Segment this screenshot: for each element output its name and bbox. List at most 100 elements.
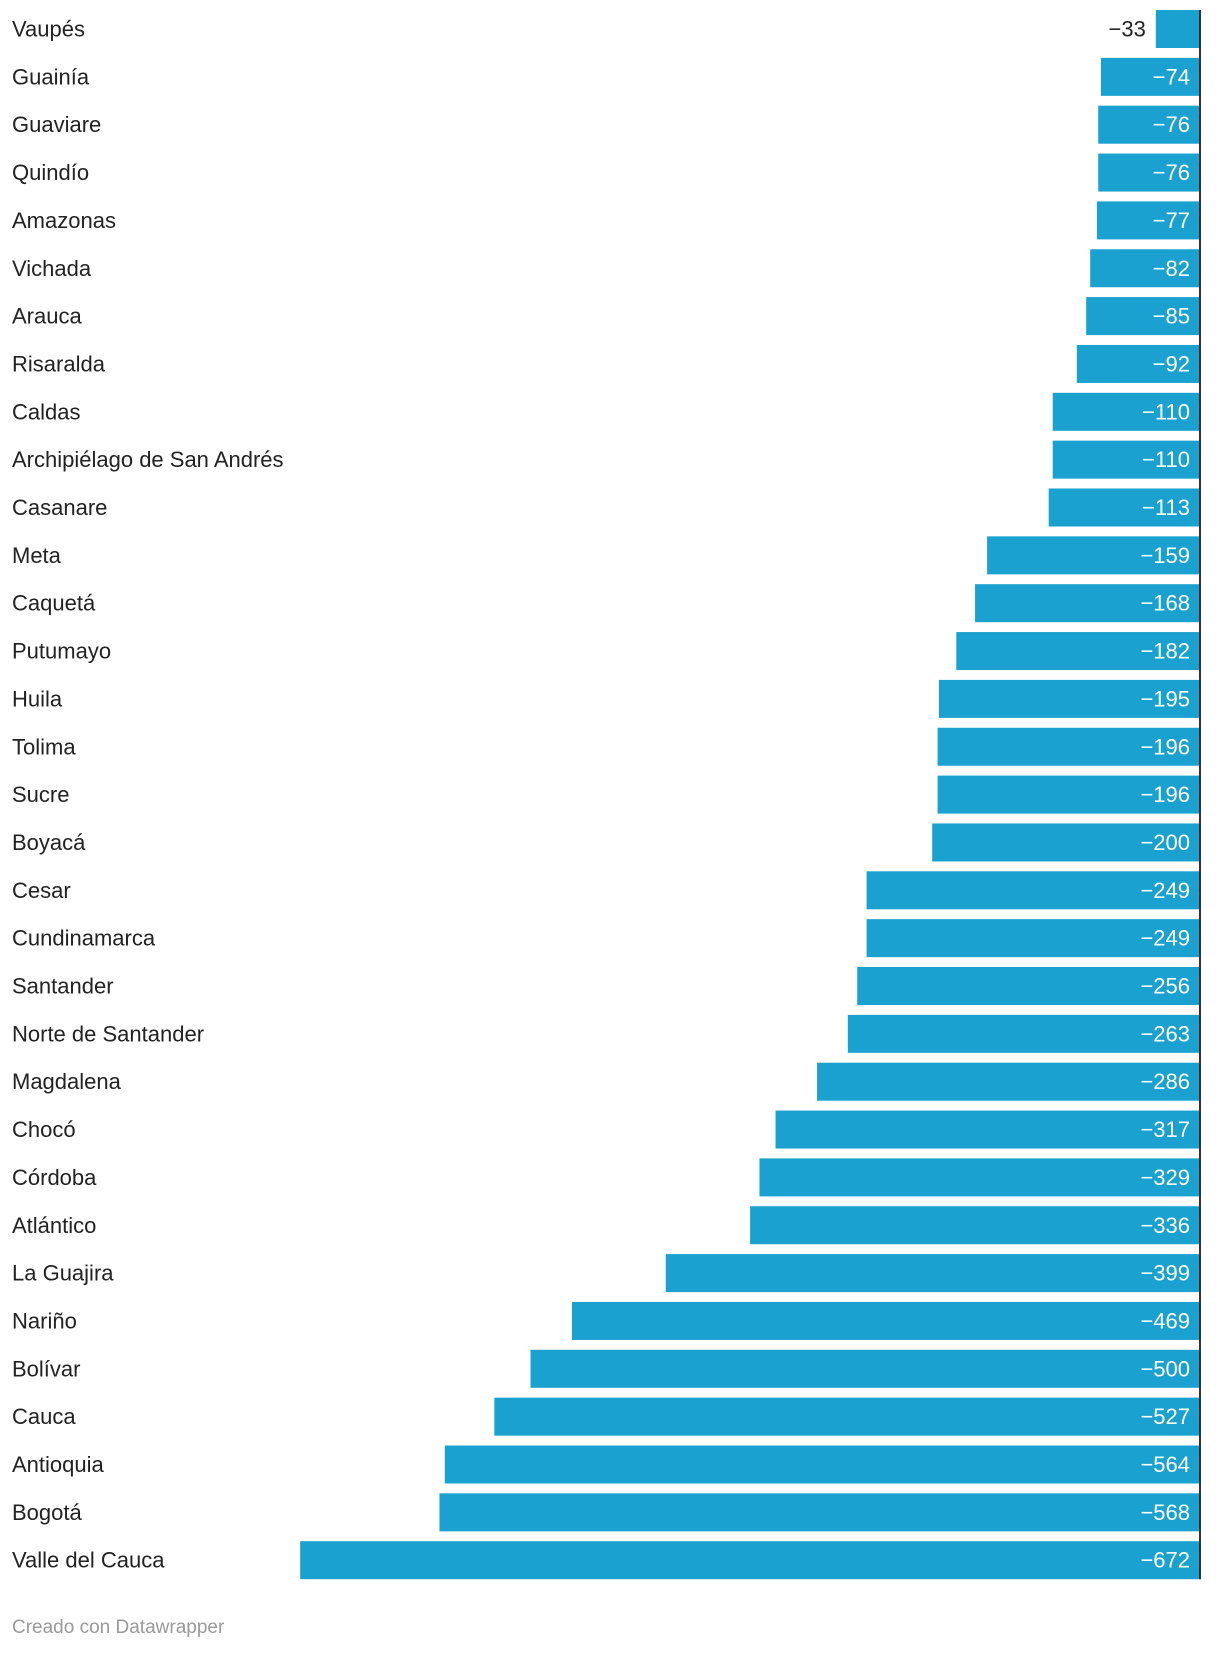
bar: [1076, 344, 1200, 383]
category-label: Risaralda: [12, 351, 106, 376]
category-label: Bogotá: [12, 1500, 82, 1525]
bar: [759, 1158, 1200, 1197]
value-label: −113: [1142, 495, 1190, 520]
category-label: Santander: [12, 974, 114, 999]
value-label: −76: [1153, 160, 1190, 185]
bar: [1096, 201, 1200, 240]
category-label: Antioquia: [12, 1452, 105, 1477]
category-label: Putumayo: [12, 639, 111, 664]
bar: [530, 1349, 1200, 1388]
category-label: Córdoba: [12, 1165, 97, 1190]
value-label: −76: [1153, 112, 1190, 137]
bar: [987, 536, 1200, 575]
bar: [1100, 57, 1200, 96]
value-label: −527: [1140, 1404, 1190, 1429]
bar: [938, 679, 1200, 718]
value-label: −168: [1140, 591, 1190, 616]
category-label: Guaviare: [12, 112, 101, 137]
value-label: −568: [1140, 1500, 1190, 1525]
category-label: La Guajira: [12, 1261, 114, 1286]
bar: [750, 1206, 1200, 1245]
category-label: Nariño: [12, 1308, 77, 1333]
bar: [956, 632, 1200, 671]
value-label: −317: [1140, 1117, 1190, 1142]
value-label: −256: [1140, 974, 1190, 999]
bar: [857, 967, 1200, 1005]
bar: [1086, 297, 1200, 336]
value-label: −249: [1140, 926, 1190, 951]
value-label: −33: [1108, 17, 1145, 42]
category-label: Vichada: [12, 256, 92, 281]
bar: [932, 823, 1200, 862]
category-label: Huila: [12, 686, 63, 711]
bars: [300, 10, 1201, 1580]
bar: [444, 1445, 1201, 1484]
category-label: Cundinamarca: [12, 926, 156, 951]
value-label: −196: [1140, 734, 1190, 759]
bar: [1052, 392, 1200, 431]
category-label: Bolívar: [12, 1356, 80, 1381]
value-label: −85: [1153, 304, 1190, 329]
category-label: Meta: [12, 543, 62, 568]
value-label: −182: [1140, 639, 1190, 664]
bar: [975, 584, 1200, 623]
value-label: −196: [1140, 782, 1190, 807]
bar: [847, 1014, 1200, 1053]
category-labels: Vaupés Guainía Guaviare Quindío Amazonas Vich…: [12, 17, 284, 1573]
value-label: −672: [1140, 1548, 1190, 1573]
bar: [665, 1254, 1200, 1293]
value-label: −92: [1153, 351, 1190, 376]
value-label: −159: [1140, 543, 1190, 568]
category-label: Atlántico: [12, 1213, 96, 1238]
value-label: −399: [1140, 1261, 1190, 1286]
bar: [1155, 10, 1200, 48]
category-label: Norte de Santander: [12, 1021, 204, 1046]
value-label: −286: [1140, 1069, 1190, 1094]
value-label: −82: [1153, 256, 1190, 281]
category-label: Quindío: [12, 160, 89, 185]
category-label: Boyacá: [12, 830, 86, 855]
value-label: −329: [1140, 1165, 1190, 1190]
bar: [866, 919, 1200, 958]
value-label: −110: [1142, 447, 1190, 472]
bar: [775, 1110, 1200, 1149]
value-label: −195: [1140, 686, 1190, 711]
value-label: −110: [1142, 399, 1190, 424]
category-label: Amazonas: [12, 208, 116, 233]
category-label: Cesar: [12, 878, 71, 903]
bar: [1098, 153, 1200, 192]
category-label: Valle del Cauca: [12, 1548, 165, 1573]
datawrapper-credit: Creado con Datawrapper: [12, 1617, 225, 1638]
category-label: Caldas: [12, 399, 80, 424]
value-label: −564: [1140, 1452, 1190, 1477]
category-label: Arauca: [12, 304, 82, 329]
bar: [817, 1062, 1200, 1101]
bar: [866, 871, 1200, 910]
value-label: −74: [1153, 64, 1190, 89]
bar: [1098, 105, 1200, 144]
bar: [1090, 249, 1200, 288]
value-label: −500: [1140, 1356, 1190, 1381]
category-label: Casanare: [12, 495, 107, 520]
category-label: Magdalena: [12, 1069, 122, 1094]
value-labels: −33 −74 −76 −76 −77 −82 −85 −92 −110 −110 −113 −159…: [1108, 17, 1190, 1573]
value-label: −469: [1140, 1308, 1190, 1333]
bar: [1048, 488, 1200, 527]
category-label: Archipiélago de San Andrés: [12, 447, 284, 472]
bar: [572, 1301, 1200, 1340]
bar: [300, 1541, 1200, 1580]
category-label: Sucre: [12, 782, 69, 807]
category-label: Chocó: [12, 1117, 76, 1142]
bar-chart: Vaupés Guainía Guaviare Quindío Amazonas Vich…: [12, 10, 1201, 1580]
category-label: Caquetá: [12, 591, 96, 616]
bar: [937, 775, 1200, 814]
category-label: Tolima: [12, 734, 76, 759]
category-label: Vaupés: [12, 17, 85, 42]
bar: [1052, 440, 1200, 479]
value-label: −77: [1153, 208, 1190, 233]
value-label: −263: [1140, 1021, 1190, 1046]
bar: [439, 1493, 1200, 1532]
bar: [937, 727, 1200, 766]
category-label: Cauca: [12, 1404, 76, 1429]
bar: [494, 1397, 1200, 1436]
